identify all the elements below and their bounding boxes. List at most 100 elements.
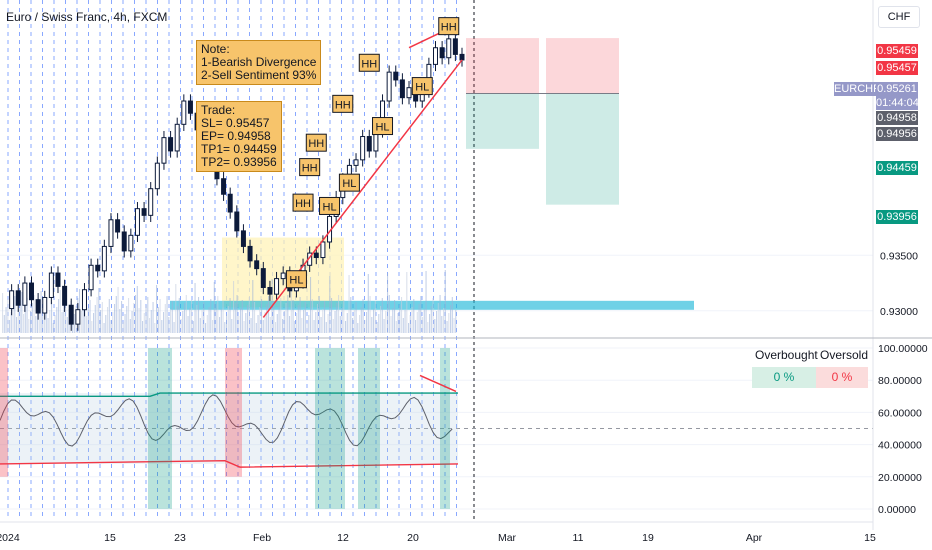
volume-bar [453, 318, 455, 333]
candle-body [154, 162, 160, 190]
volume-bar [98, 288, 100, 333]
volume-bar [2, 293, 4, 333]
volume-bar [429, 314, 431, 333]
volume-bar [437, 303, 439, 333]
volume-bar [175, 284, 177, 333]
volume-bar [206, 315, 208, 333]
time-tick-label: 23 [174, 532, 186, 544]
volume-bar [273, 301, 275, 333]
candle-body [9, 290, 15, 310]
osc-lower-line [0, 459, 459, 468]
volume-bar [9, 320, 11, 333]
volume-bar [226, 314, 228, 333]
candle-body [366, 136, 372, 152]
volume-bar [173, 322, 175, 333]
volume-bar [147, 297, 149, 333]
volume-bar [250, 318, 252, 333]
volume-bar [355, 302, 357, 333]
osc-tick-label: 60.00000 [878, 407, 922, 419]
volume-bar [301, 318, 303, 333]
volume-bar [255, 323, 257, 333]
countdown-badge: 01:44:04 [876, 96, 919, 110]
swing-labels: HH HH HH HH HH HH HL HL HL HL HL [285, 17, 460, 289]
volume-bar [238, 316, 240, 333]
volume-bar [12, 304, 14, 333]
price-badge: 0.93956 [876, 210, 918, 224]
volume-bar [52, 323, 54, 333]
volume-bar [297, 305, 299, 333]
volume-bar [185, 295, 187, 333]
volume-bar [108, 299, 110, 333]
volume-bar [161, 320, 163, 333]
volume-bar [63, 304, 65, 333]
swing-label: HH [441, 22, 457, 34]
volume-bar [51, 302, 53, 333]
target-zone-1 [466, 93, 539, 149]
volume-bar [184, 303, 186, 333]
note-callout: Note: 1-Bearish Divergence 2-Sell Sentim… [196, 40, 322, 85]
osc-tick-label: 40.00000 [878, 440, 922, 452]
volume-bar [117, 287, 119, 333]
volume-bar [16, 317, 18, 333]
volume-bar [187, 316, 189, 333]
stop-zone-1 [466, 38, 539, 94]
price-badge: 0.95459 [876, 44, 918, 58]
volume-bar [31, 303, 33, 333]
volume-bar [422, 317, 424, 333]
swing-label: HL [289, 275, 303, 287]
volume-bar [110, 320, 112, 333]
volume-bar [192, 321, 194, 333]
volume-bar [19, 301, 21, 333]
volume-bar [105, 315, 107, 333]
swing-label-box [438, 17, 460, 36]
volume-bar [289, 316, 291, 333]
volume-bar [234, 303, 236, 333]
volume-bar [47, 318, 49, 333]
volume-bar [367, 274, 369, 333]
candle-body [161, 137, 167, 164]
volume-bar [455, 310, 457, 333]
volume-bar [287, 295, 289, 333]
candle-body [55, 272, 61, 287]
volume-bar [54, 315, 56, 333]
volume-bar [86, 316, 88, 333]
volume-bar [357, 323, 359, 333]
candle-body [168, 137, 174, 152]
candle-body [399, 79, 405, 99]
overbought-shade [315, 348, 345, 509]
volume-bar [166, 296, 168, 333]
candle-body [260, 268, 266, 288]
oversold-shade [0, 348, 8, 477]
stop-zone-2 [546, 38, 619, 94]
currency-button[interactable]: CHF [878, 6, 920, 28]
volume-bar [374, 301, 376, 333]
volume-bar [14, 296, 16, 333]
candle-body [254, 260, 260, 270]
volume-bar [315, 312, 317, 333]
candle-body [81, 289, 87, 311]
volume-bar [122, 322, 124, 333]
volume-bar [142, 321, 144, 333]
candle-body [128, 234, 134, 252]
volume-bar [17, 309, 19, 333]
candle-body [148, 188, 154, 216]
volume-bar [425, 271, 427, 333]
volume-bar [441, 316, 443, 333]
volume-bar [5, 307, 7, 333]
volume-bar [296, 313, 298, 333]
volume-bar [311, 299, 313, 333]
price-tick-label: 0.93000 [880, 306, 918, 318]
osc-divergence-line [419, 374, 457, 393]
volume-bar [348, 275, 350, 333]
volume-bar [58, 299, 60, 333]
volume-bar [177, 306, 179, 333]
volume-bar [269, 317, 271, 333]
candle-body [320, 241, 326, 259]
candle-body [22, 282, 28, 306]
support-band [170, 300, 694, 310]
volume-bar [264, 312, 266, 333]
symbol-title[interactable]: Euro / Swiss Franc, 4h, FXCM [6, 10, 168, 24]
volume-bar [317, 304, 319, 333]
